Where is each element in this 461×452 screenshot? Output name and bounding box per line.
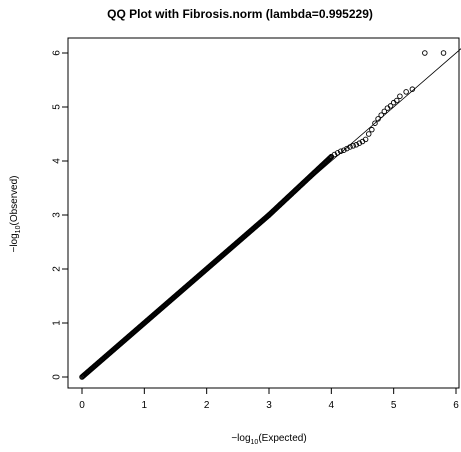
y-tick-label: 5 — [52, 104, 63, 110]
y-tick-label: 2 — [52, 266, 63, 272]
y-tick-label: 4 — [52, 158, 63, 164]
qq-point — [403, 89, 409, 95]
y-axis-label-suffix: (Observed) — [9, 176, 20, 226]
chart-title: QQ Plot with Fibrosis.norm (lambda=0.995… — [107, 7, 373, 21]
y-tick-label: 1 — [52, 320, 63, 326]
x-axis-label-sub: 10 — [251, 439, 259, 446]
qq-point — [372, 120, 378, 126]
qq-point — [409, 86, 416, 92]
y-tick-label: 6 — [52, 50, 63, 56]
x-axis-label-suffix: (Expected) — [258, 433, 306, 444]
qq-point — [327, 155, 333, 161]
x-tick-label: 3 — [266, 400, 272, 411]
x-tick-label: 5 — [391, 400, 397, 411]
y-axis-label-prefix: −log — [9, 233, 20, 252]
qq-point — [334, 150, 341, 156]
qq-point — [365, 131, 372, 137]
x-tick-label: 2 — [204, 400, 210, 411]
x-tick-label: 1 — [142, 400, 148, 411]
qq-point — [397, 93, 403, 99]
y-axis-label-sub: 10 — [15, 225, 22, 233]
qq-point — [375, 116, 381, 122]
y-tick-label: 3 — [52, 212, 63, 218]
x-axis: 0 1 2 3 4 5 6 — [79, 387, 459, 411]
x-axis-label-prefix: −log — [231, 433, 250, 444]
qq-point — [356, 140, 363, 146]
y-axis-label: −log10(Observed) — [9, 176, 22, 253]
x-tick-label: 4 — [329, 400, 335, 411]
qq-point — [394, 97, 400, 104]
qq-point — [327, 154, 334, 161]
qq-point — [422, 50, 428, 56]
qq-point — [353, 142, 360, 148]
qq-point — [331, 151, 338, 158]
qq-point — [344, 145, 350, 152]
x-tick-label: 6 — [453, 400, 459, 411]
qq-point — [369, 126, 375, 133]
qq-point — [337, 148, 344, 155]
x-axis-label: −log10(Expected) — [231, 433, 306, 446]
qq-point — [381, 108, 388, 115]
qq-point — [362, 136, 369, 143]
qq-points — [79, 50, 447, 380]
qq-point — [350, 143, 356, 149]
qq-point — [378, 112, 384, 118]
y-axis: 0 1 2 3 4 5 6 — [52, 50, 69, 380]
qq-point — [341, 147, 347, 153]
qq-point — [387, 103, 394, 109]
y-tick-label: 0 — [52, 374, 63, 380]
qq-point — [347, 144, 353, 150]
x-tick-label: 0 — [79, 400, 85, 411]
qq-point — [440, 50, 447, 56]
